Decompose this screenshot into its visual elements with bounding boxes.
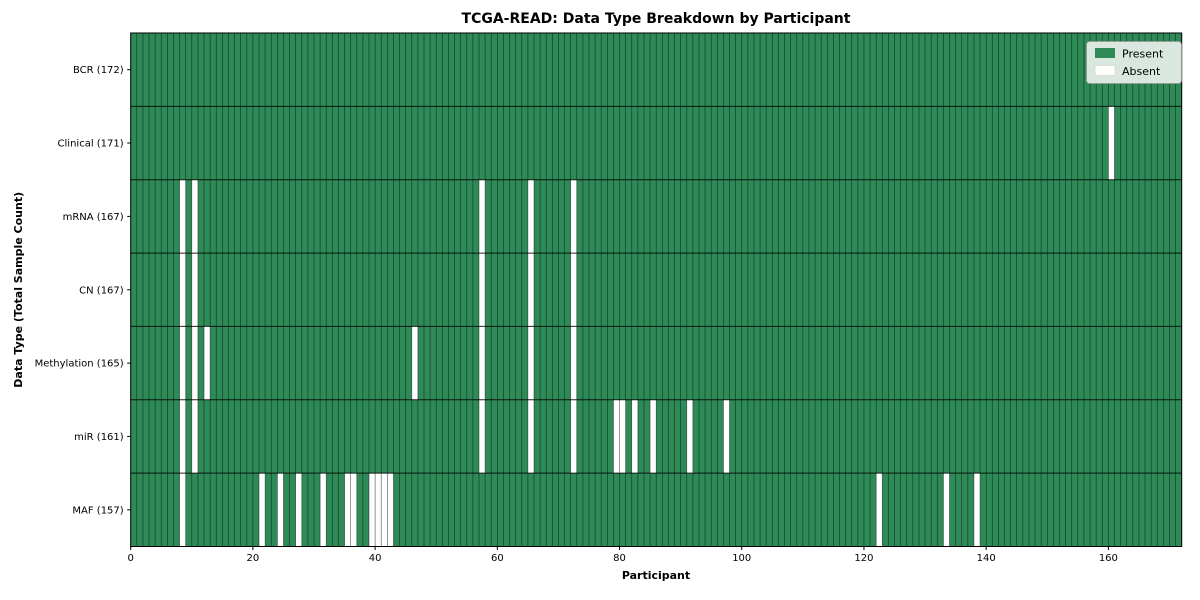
y-tick-label-mRNA: mRNA (167) xyxy=(63,212,124,223)
absent-cell-MAF-31 xyxy=(320,473,327,547)
absent-cell-MAF-42 xyxy=(387,473,394,547)
x-tick-label-160: 160 xyxy=(1099,553,1118,564)
x-tick-label-40: 40 xyxy=(369,553,382,564)
absent-cell-MAF-40 xyxy=(375,473,382,547)
x-tick-label-60: 60 xyxy=(491,553,504,564)
absent-cell-miR-65 xyxy=(527,399,534,474)
legend: Present Absent xyxy=(1086,41,1182,84)
absent-cell-miR-82 xyxy=(631,399,638,474)
absent-cell-miR-80 xyxy=(619,399,626,474)
absent-cell-MAF-133 xyxy=(943,473,950,547)
y-tick-label-BCR: BCR (172) xyxy=(73,65,124,76)
absent-cell-MAF-122 xyxy=(876,473,883,547)
absent-cell-mRNA-57 xyxy=(478,179,486,254)
absent-cell-mRNA-72 xyxy=(570,179,577,254)
absent-cell-mRNA-65 xyxy=(527,179,534,254)
absent-cell-Methylation-57 xyxy=(478,326,486,400)
absent-cell-miR-79 xyxy=(613,399,620,474)
y-tick-label-CN: CN (167) xyxy=(79,285,124,296)
absent-cell-Methylation-8 xyxy=(179,326,186,400)
absent-cell-MAF-21 xyxy=(259,473,266,547)
absent-cell-MAF-35 xyxy=(344,473,351,547)
absent-cell-miR-72 xyxy=(570,399,577,474)
absent-cell-Clinical-160 xyxy=(1108,106,1115,180)
x-tick-label-140: 140 xyxy=(977,553,996,564)
legend-absent-swatch xyxy=(1094,65,1116,76)
absent-cell-miR-57 xyxy=(478,399,486,474)
absent-cell-Methylation-46 xyxy=(411,326,418,400)
absent-cell-CN-57 xyxy=(478,253,486,327)
y-tick-label-Methylation: Methylation (165) xyxy=(35,359,124,370)
y-axis-label: Data Type (Total Sample Count) xyxy=(12,192,25,388)
legend-present-label: Present xyxy=(1122,48,1164,61)
legend-present-swatch xyxy=(1095,48,1115,58)
chart-title: TCGA-READ: Data Type Breakdown by Partic… xyxy=(462,11,851,27)
absent-cell-mRNA-10 xyxy=(191,179,198,254)
absent-cell-CN-72 xyxy=(570,253,577,327)
axis-ticks: 0 20 40 60 80 100 120 140 160 BCR (172) Clinical (… xyxy=(35,65,1118,564)
y-tick-label-Clinical: Clinical (171) xyxy=(58,139,124,150)
absent-cell-MAF-138 xyxy=(973,473,981,547)
absent-cell-CN-10 xyxy=(191,253,198,327)
y-tick-label-MAF: MAF (157) xyxy=(72,505,123,516)
x-tick-label-100: 100 xyxy=(732,553,751,564)
legend-absent-label: Absent xyxy=(1122,65,1161,78)
absent-cell-Methylation-72 xyxy=(570,326,577,400)
x-tick-label-120: 120 xyxy=(854,553,873,564)
absent-cell-MAF-24 xyxy=(277,473,284,547)
absent-cell-miR-85 xyxy=(650,399,657,474)
absent-cell-MAF-39 xyxy=(369,473,376,547)
absent-cell-miR-10 xyxy=(191,399,198,474)
absent-cell-mRNA-8 xyxy=(179,179,186,254)
x-tick-label-0: 0 xyxy=(128,553,134,564)
absent-cell-MAF-41 xyxy=(381,473,388,547)
absent-cell-miR-97 xyxy=(723,399,730,474)
absent-cell-Methylation-65 xyxy=(527,326,534,400)
absent-cell-Methylation-12 xyxy=(204,326,211,400)
absent-cell-miR-8 xyxy=(179,399,186,474)
absent-cell-Methylation-10 xyxy=(191,326,198,400)
absent-cell-MAF-36 xyxy=(350,473,357,547)
x-tick-label-80: 80 xyxy=(613,553,626,564)
absent-cell-CN-8 xyxy=(179,253,186,327)
absent-cell-miR-91 xyxy=(686,399,693,474)
y-tick-label-miR: miR (161) xyxy=(74,432,124,443)
x-axis-label: Participant xyxy=(622,569,690,582)
absent-cell-MAF-27 xyxy=(295,473,302,547)
absent-cell-CN-65 xyxy=(527,253,534,327)
x-tick-label-20: 20 xyxy=(247,553,260,564)
absent-cell-MAF-8 xyxy=(179,473,186,547)
